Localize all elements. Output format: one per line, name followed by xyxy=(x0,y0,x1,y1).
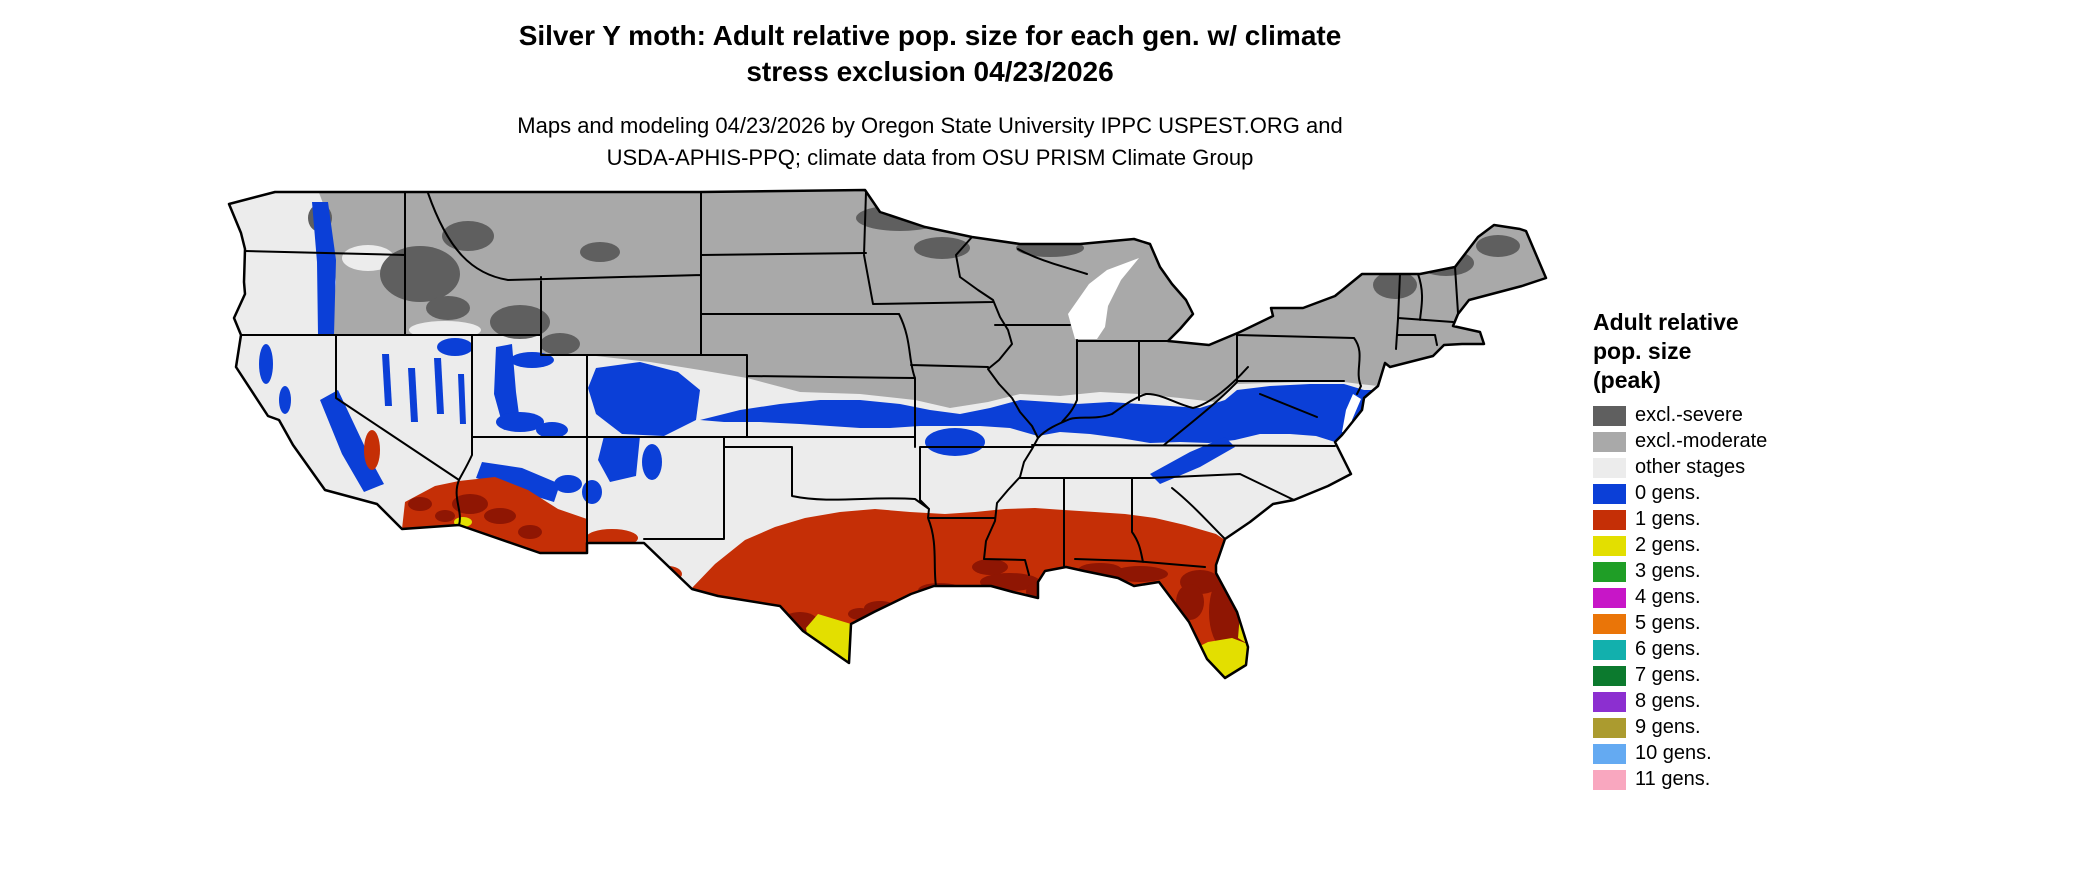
map-layers xyxy=(227,188,1548,680)
legend-item-8-gens: 8 gens. xyxy=(1593,691,1843,712)
chesapeake-bay xyxy=(1342,394,1361,435)
legend-title-line2: pop. size xyxy=(1593,338,1692,364)
legend-swatch-0-gens xyxy=(1593,483,1626,504)
legend-label: 9 gens. xyxy=(1635,716,1701,738)
legend-item-excl-severe: excl.-severe xyxy=(1593,405,1843,426)
legend-item-excl-moderate: excl.-moderate xyxy=(1593,431,1843,452)
legend-item-9-gens: 9 gens. xyxy=(1593,717,1843,738)
legend-item-5-gens: 5 gens. xyxy=(1593,613,1843,634)
legend-swatch-other-stages xyxy=(1593,457,1626,478)
legend-item-0-gens: 0 gens. xyxy=(1593,483,1843,504)
legend-label: 7 gens. xyxy=(1635,664,1701,686)
legend-label: 11 gens. xyxy=(1635,768,1711,790)
legend-label: 5 gens. xyxy=(1635,612,1701,634)
legend-label: 0 gens. xyxy=(1635,482,1701,504)
legend-item-other-stages: other stages xyxy=(1593,457,1843,478)
legend-swatch-8-gens xyxy=(1593,691,1626,712)
legend-label: 6 gens. xyxy=(1635,638,1701,660)
legend-items: excl.-severe excl.-moderate other stages… xyxy=(1593,405,1843,790)
great-lakes-water xyxy=(1068,258,1361,435)
legend-label: 8 gens. xyxy=(1635,690,1701,712)
legend-swatch-6-gens xyxy=(1593,639,1626,660)
legend-label: other stages xyxy=(1635,456,1746,478)
legend-swatch-excl-moderate xyxy=(1593,431,1626,452)
state-borders xyxy=(240,191,1459,587)
legend-item-11-gens: 11 gens. xyxy=(1593,769,1843,790)
legend: Adult relative pop. size (peak) excl.-se… xyxy=(1593,308,1843,795)
legend-swatch-5-gens xyxy=(1593,613,1626,634)
legend-label: 3 gens. xyxy=(1635,560,1701,582)
legend-swatch-7-gens xyxy=(1593,665,1626,686)
legend-swatch-4-gens xyxy=(1593,587,1626,608)
legend-label: excl.-moderate xyxy=(1635,430,1768,452)
map-subtitle: Maps and modeling 04/23/2026 by Oregon S… xyxy=(0,110,1860,174)
legend-label: 4 gens. xyxy=(1635,586,1701,608)
legend-item-3-gens: 3 gens. xyxy=(1593,561,1843,582)
map-title: Silver Y moth: Adult relative pop. size … xyxy=(0,18,1860,90)
legend-label: 2 gens. xyxy=(1635,534,1701,556)
legend-item-4-gens: 4 gens. xyxy=(1593,587,1843,608)
legend-title-line3: (peak) xyxy=(1593,367,1661,393)
legend-item-1-gens: 1 gens. xyxy=(1593,509,1843,530)
legend-swatch-excl-severe xyxy=(1593,405,1626,426)
map-title-line2: stress excl​usion 04/23/2026 xyxy=(746,56,1114,87)
lake-michigan xyxy=(1068,258,1139,339)
legend-item-10-gens: 10 gens. xyxy=(1593,743,1843,764)
legend-label: 10 gens. xyxy=(1635,742,1712,764)
legend-swatch-1-gens xyxy=(1593,509,1626,530)
legend-swatch-3-gens xyxy=(1593,561,1626,582)
legend-swatch-10-gens xyxy=(1593,743,1626,764)
legend-item-2-gens: 2 gens. xyxy=(1593,535,1843,556)
legend-item-6-gens: 6 gens. xyxy=(1593,639,1843,660)
legend-label: excl.-severe xyxy=(1635,404,1743,426)
legend-swatch-9-gens xyxy=(1593,717,1626,738)
legend-title-line1: Adult relative xyxy=(1593,309,1739,335)
legend-swatch-11-gens xyxy=(1593,769,1626,790)
map-title-line1: Silver Y moth: Adult relative pop. size … xyxy=(518,20,1342,51)
map-subtitle-line1: Maps and modeling 04/23/2026 by Oregon S… xyxy=(517,113,1343,138)
legend-label: 1 gens. xyxy=(1635,508,1701,530)
legend-item-7-gens: 7 gens. xyxy=(1593,665,1843,686)
legend-swatch-2-gens xyxy=(1593,535,1626,556)
map-subtitle-line2: USDA-APHIS-PPQ; climate data from OSU PR… xyxy=(606,145,1254,170)
